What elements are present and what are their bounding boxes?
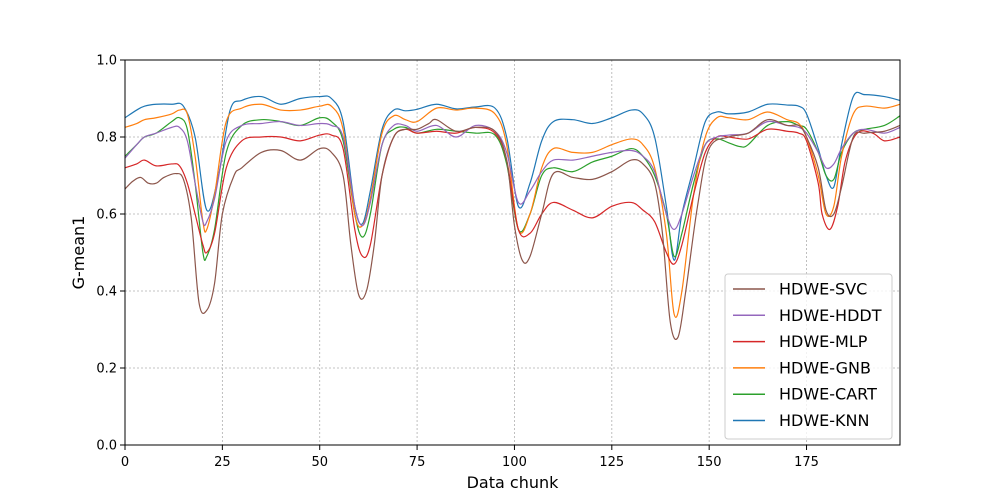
legend-label-hdwe-svc: HDWE-SVC xyxy=(779,280,867,299)
series-line-hdwe-mlp xyxy=(124,126,901,265)
x-tick-label: 0 xyxy=(121,455,129,470)
x-axis-label: Data chunk xyxy=(467,473,560,492)
x-tick-label: 125 xyxy=(599,455,624,470)
series-line-hdwe-svc xyxy=(124,118,901,340)
y-tick-label: 0.4 xyxy=(96,285,117,300)
legend-label-hdwe-cart: HDWE-CART xyxy=(779,385,877,404)
legend-label-hdwe-hddt: HDWE-HDDT xyxy=(779,306,882,325)
y-tick-label: 0.0 xyxy=(96,439,117,454)
y-tick-label: 0.6 xyxy=(96,208,117,223)
y-tick-label: 1.0 xyxy=(96,54,117,69)
legend-box xyxy=(724,273,893,440)
y-axis-label: G-mean1 xyxy=(69,216,88,290)
legend-label-hdwe-gnb: HDWE-GNB xyxy=(779,358,871,377)
x-tick-label: 25 xyxy=(214,455,231,470)
x-tick-label: 175 xyxy=(794,455,819,470)
legend-label-hdwe-mlp: HDWE-MLP xyxy=(779,332,868,351)
legend: HDWE-SVC HDWE-HDDT HDWE-MLP HDWE-GNB HDWE-CA… xyxy=(724,273,893,440)
x-tick-label: 150 xyxy=(697,455,722,470)
x-tick-label: 50 xyxy=(311,455,328,470)
legend-label-hdwe-knn: HDWE-KNN xyxy=(779,411,869,430)
y-tick-label: 0.2 xyxy=(96,362,117,377)
axis-ticks: 0 25 50 75 100 125 150 175 0.0 0.2 0.4 0.6 0.8 1.0 xyxy=(96,54,819,471)
x-tick-label: 100 xyxy=(502,455,527,470)
y-tick-label: 0.8 xyxy=(96,131,117,146)
series-line-hdwe-knn xyxy=(124,91,901,261)
x-tick-label: 75 xyxy=(409,455,426,470)
series-line-hdwe-gnb xyxy=(124,103,901,318)
series-lines xyxy=(124,91,901,340)
plot-area-frame xyxy=(124,59,901,446)
